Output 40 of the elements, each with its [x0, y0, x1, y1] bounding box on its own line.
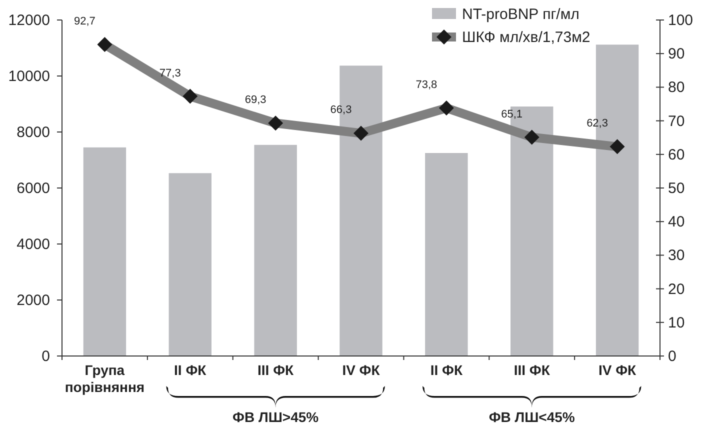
- y-tick-label: 8000: [16, 124, 50, 141]
- y2-tick-label: 40: [668, 214, 685, 231]
- y-tick-label: 4000: [16, 236, 50, 253]
- y2-tick-label: 60: [668, 146, 685, 164]
- data-label: 92,7: [74, 16, 96, 28]
- data-label: 73,8: [416, 79, 438, 92]
- x-tick-label: II ФК: [430, 362, 463, 378]
- x-tick-label: IV ФК: [598, 362, 637, 378]
- x-tick-label: Група порівняння: [64, 362, 145, 395]
- y2-tick-label: 30: [668, 247, 685, 264]
- y2-tick-label: 100: [668, 12, 694, 29]
- bar: [168, 173, 212, 356]
- y2-tick-label: 10: [668, 314, 685, 332]
- bar: [254, 144, 297, 356]
- y-tick-label: 12000: [8, 12, 50, 29]
- y2-tick-label: 0: [668, 348, 676, 365]
- legend-label: ШКФ мл/хв/1,73м2: [462, 29, 590, 46]
- x-tick-label: IV ФК: [342, 362, 380, 378]
- data-label: 62,3: [586, 118, 608, 130]
- y2-tick-label: 50: [668, 180, 685, 197]
- y-tick-label: 2000: [16, 292, 50, 309]
- data-label: 69,3: [244, 94, 266, 106]
- y-tick-label: 0: [42, 348, 50, 365]
- data-label: 65,1: [501, 108, 523, 120]
- x-tick-label: III ФК: [258, 362, 294, 378]
- legend-label: NT-proBNP пг/мл: [462, 6, 580, 23]
- data-label: 77,3: [159, 67, 181, 80]
- y-tick-label: 10000: [8, 68, 50, 85]
- data-label: 66,3: [330, 104, 352, 116]
- bar: [83, 147, 126, 356]
- x-tick-label: II ФК: [174, 362, 207, 378]
- text: ФВ ЛШ<45%: [488, 409, 576, 425]
- y-tick-label: 6000: [16, 180, 50, 197]
- text: ФВ ЛШ>45%: [232, 409, 320, 425]
- y2-tick-label: 80: [668, 79, 685, 96]
- x-tick-label: III ФК: [514, 362, 550, 378]
- y2-tick-label: 20: [668, 280, 685, 298]
- y2-tick-label: 70: [668, 112, 685, 130]
- y2-tick-label: 90: [668, 46, 685, 63]
- bar: [425, 153, 468, 356]
